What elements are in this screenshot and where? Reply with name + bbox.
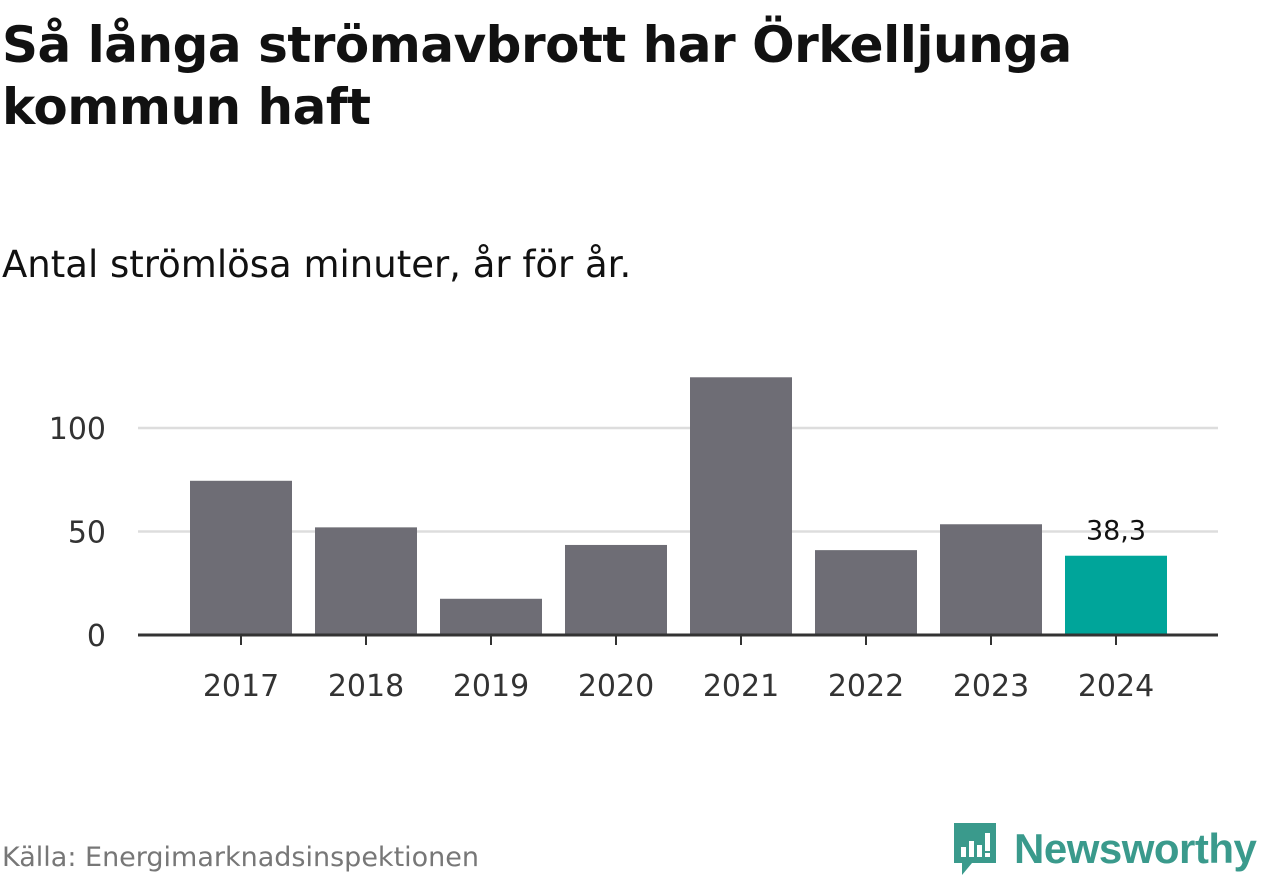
bar-2022 [815,550,917,635]
bar-2018 [315,527,417,635]
labels: 0 50 100 2017 2018 2019 2020 2021 2022 2023 2024 38… [49,412,1218,704]
x-tick-label: 2023 [953,669,1029,704]
x-tick-label: 2018 [328,669,404,704]
bar-2019 [440,598,542,635]
chart-title: Så långa strömavbrott har Örkelljunga ko… [2,16,1072,136]
chart-subtitle: Antal strömlösa minuter, år för år. [2,243,632,286]
x-tick-label: 2024 [1078,669,1154,704]
gridlines [138,426,1218,533]
bar-2023 [940,524,1042,635]
bar-2017 [190,480,292,635]
x-tick-label: 2019 [453,669,529,704]
x-tick-label: 2021 [703,669,779,704]
brand-logo: Newsworthy [950,818,1257,880]
y-tick-label: 50 [68,516,106,551]
data-label: 38,3 [1086,516,1146,547]
bars [190,377,1167,635]
newsworthy-logo-icon [954,823,996,875]
bar-2024 [1065,555,1167,635]
x-tick-label: 2022 [828,669,904,704]
y-tick-label: 0 [87,619,106,654]
brand-name: Newsworthy [1014,825,1257,872]
bar-2021 [690,377,792,635]
y-tick-label: 100 [49,412,106,447]
x-tick-label: 2017 [203,669,279,704]
x-tick-label: 2020 [578,669,654,704]
bar-2020 [565,544,667,635]
source-note: Källa: Energimarknadsinspektionen [2,842,480,873]
